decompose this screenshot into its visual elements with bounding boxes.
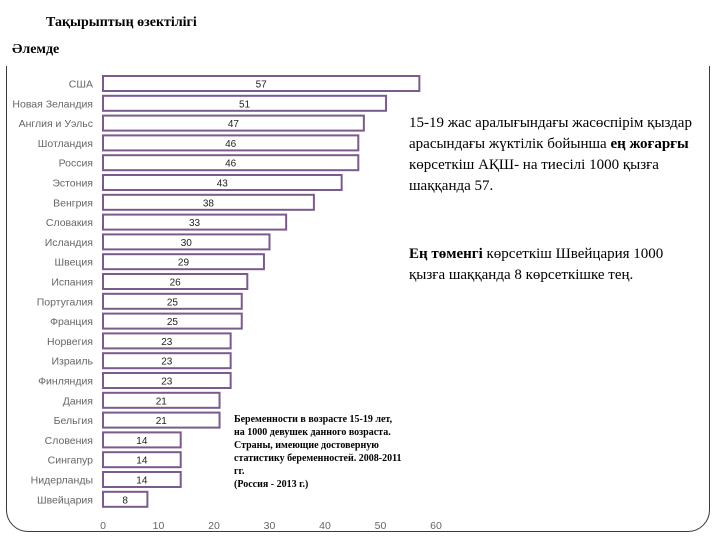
caption-line: на 1000 девушек данного возраста. (234, 427, 391, 438)
data-label: 14 (136, 456, 148, 467)
bar (102, 94, 388, 112)
bar (102, 292, 243, 310)
bar (102, 233, 271, 251)
category-label: Франция (50, 316, 93, 328)
category-label: Бельгия (54, 415, 93, 427)
category-label: Венгрия (53, 197, 93, 209)
x-tick-label: 40 (319, 520, 331, 532)
category-label: Португалия (37, 296, 93, 308)
lowest-rate-paragraph: Ең төменгі көрсеткіш Швейцария 1000 қызғ… (409, 244, 694, 286)
category-label: США (69, 79, 93, 91)
category-label: Англия и Уэльс (19, 118, 93, 130)
category-label: Испания (51, 277, 93, 289)
category-label: Эстония (52, 178, 93, 190)
caption-line: гг. (234, 466, 245, 477)
data-label: 14 (136, 476, 148, 487)
bar (102, 431, 182, 449)
caption-line: (Россия - 2013 г.) (234, 479, 309, 490)
data-label: 26 (170, 278, 182, 289)
category-label: Исландия (45, 237, 93, 249)
bar (102, 312, 243, 330)
x-tick-label: 30 (264, 520, 276, 532)
data-label: 23 (161, 357, 173, 368)
bar (102, 75, 421, 92)
para1-text-end: көрсеткіш АҚШ- на тиесілі 1000 қызға шақ… (409, 157, 659, 194)
data-label: 23 (161, 337, 173, 348)
category-label: Финляндия (38, 376, 93, 388)
data-label: 33 (189, 218, 201, 229)
category-label: Словения (45, 435, 93, 447)
bar (102, 411, 221, 429)
category-label: Швеция (55, 257, 94, 269)
x-tick-label: 20 (208, 520, 220, 532)
bar (102, 352, 232, 370)
category-label: Швейцария (37, 494, 93, 506)
category-label: Шотландия (38, 138, 93, 150)
data-label: 51 (239, 99, 251, 110)
x-tick-label: 50 (375, 520, 387, 532)
bar (102, 134, 360, 152)
data-label: 25 (167, 297, 179, 308)
data-label: 46 (225, 159, 237, 170)
category-label: Новая Зеландия (12, 98, 93, 110)
bar (102, 253, 265, 271)
bar (102, 193, 315, 211)
x-tick-label: 60 (430, 520, 442, 532)
category-label: Нидерланды (31, 475, 93, 487)
data-label: 25 (167, 317, 179, 328)
data-label: 21 (156, 416, 168, 427)
category-label: Дания (63, 395, 93, 407)
data-label: 21 (156, 396, 168, 407)
data-label: 43 (217, 179, 229, 190)
category-label: Израиль (51, 356, 93, 368)
data-label: 14 (136, 436, 148, 447)
bar (102, 174, 343, 191)
para2-text: көрсеткіш Швейцария 1000 қызға шаққанда … (409, 246, 664, 283)
data-label: 47 (228, 119, 240, 130)
caption-line: Страны, имеющие достоверную (234, 440, 379, 451)
bar (102, 332, 232, 350)
para1-text: 15-19 жас аралығындағы жасөспірім қыздар… (409, 115, 692, 152)
bar (102, 471, 182, 488)
data-label: 29 (178, 258, 190, 269)
bar (102, 273, 249, 290)
data-label: 38 (203, 198, 215, 209)
data-label: 46 (225, 139, 237, 150)
data-label: 57 (256, 80, 268, 91)
caption-line: статистику беременностей. 2008-2011 (234, 453, 402, 464)
bar (102, 391, 221, 409)
bar (102, 154, 360, 172)
category-label: Россия (59, 158, 93, 170)
category-label: Сингапур (48, 455, 94, 467)
header-band (0, 0, 720, 66)
bar (102, 213, 288, 231)
slide-title: Тақырыптың өзектілігі (46, 15, 197, 30)
highest-rate-paragraph: 15-19 жас аралығындағы жасөспірім қыздар… (409, 113, 694, 197)
category-label: Словакия (46, 217, 93, 229)
data-label: 30 (181, 238, 193, 249)
bar-chart: США 57 Новая Зеландия 51 Англия и Уэльс 47 Шот… (12, 75, 442, 532)
data-label: 8 (122, 495, 128, 506)
x-tick-label: 10 (153, 520, 165, 532)
chart-caption: Беременности в возрасте 15-19 лет, на 10… (234, 413, 449, 491)
data-label: 23 (161, 377, 173, 388)
bar (102, 451, 182, 469)
bar (102, 490, 149, 508)
slide-subtitle: Әлемде (12, 42, 60, 57)
caption-line: Беременности в возрасте 15-19 лет, (234, 414, 393, 425)
para2-bold: Ең төменгі (409, 246, 483, 262)
bar (102, 114, 365, 132)
para1-bold: ең жоғарғы (610, 136, 689, 152)
x-tick-label: 0 (100, 520, 106, 532)
bar (102, 372, 232, 389)
category-label: Норвегия (47, 336, 93, 348)
